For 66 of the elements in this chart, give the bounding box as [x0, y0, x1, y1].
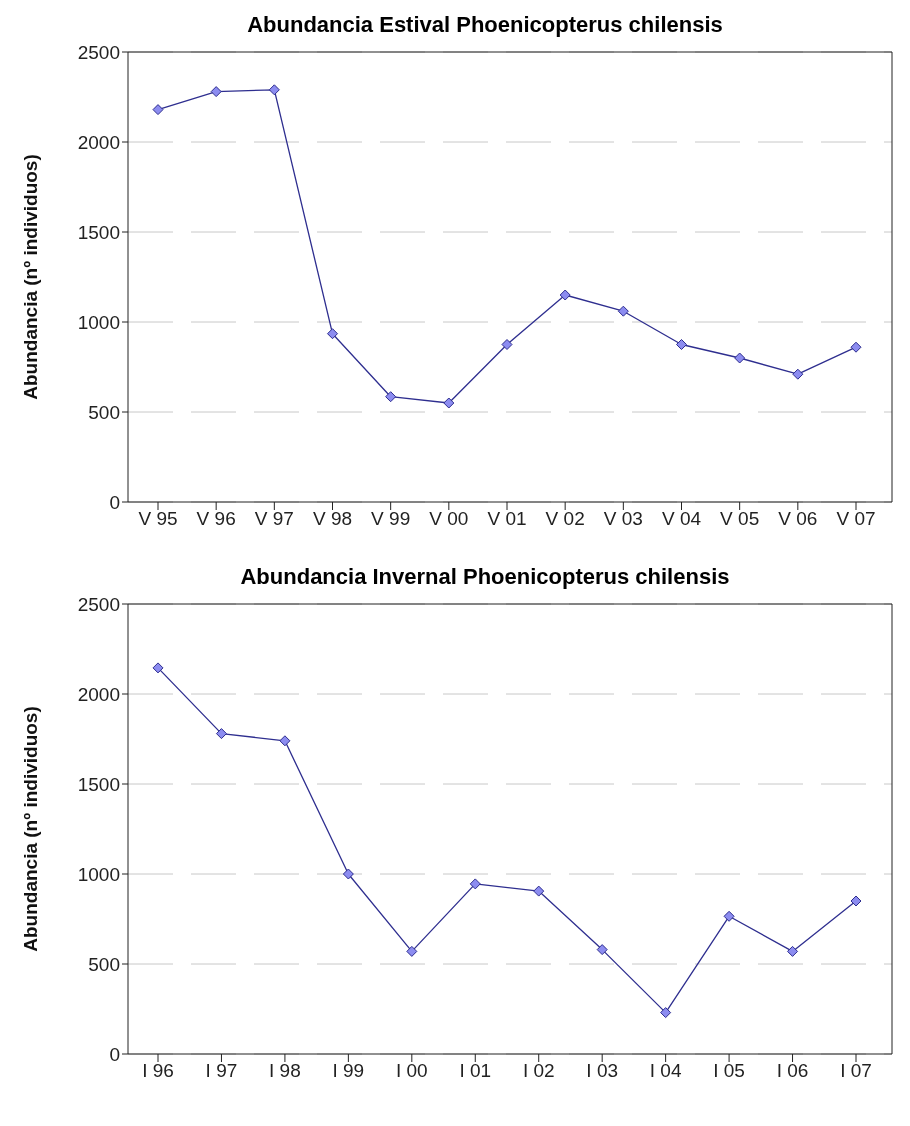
- point: [268, 84, 280, 96]
- x-tick-label: V 96: [196, 508, 236, 530]
- point: [850, 341, 862, 353]
- y-tick-label: 0: [109, 1043, 120, 1065]
- point: [406, 945, 418, 957]
- y-axis-title: Abundancia (nº individuos): [19, 154, 41, 400]
- point: [215, 728, 227, 740]
- y-tick-label: 500: [88, 953, 120, 975]
- x-tick-label: V 99: [371, 508, 411, 530]
- x-tick-label: V 07: [836, 508, 876, 530]
- point: [385, 391, 397, 403]
- point: [734, 352, 746, 364]
- y-tick-label: 2500: [77, 593, 120, 615]
- point: [152, 104, 164, 116]
- point: [533, 885, 545, 897]
- point: [723, 910, 735, 922]
- x-tick-label: V 02: [545, 508, 585, 530]
- y-tick-label: 0: [109, 491, 120, 513]
- point: [443, 397, 455, 409]
- y-tick-label: 1500: [77, 221, 120, 243]
- point: [676, 339, 687, 350]
- x-tick-label: V 03: [603, 508, 643, 530]
- x-tick-label: V 04: [661, 508, 702, 530]
- x-tick-label: I 03: [586, 1060, 619, 1082]
- x-tick-label: V 01: [487, 508, 527, 530]
- point: [469, 878, 481, 890]
- point: [210, 86, 222, 98]
- x-tick-label: I 00: [395, 1060, 428, 1082]
- x-tick-label: I 99: [332, 1060, 365, 1082]
- point: [787, 945, 799, 957]
- y-tick-label: 1000: [77, 311, 120, 333]
- y-axis-title: Abundancia (nº individuos): [19, 706, 41, 952]
- chart-title: Abundancia Estival Phoenicopterus chilensis: [246, 12, 724, 38]
- x-tick-label: I 96: [142, 1060, 174, 1082]
- y-tick-label: 1000: [77, 863, 120, 885]
- chart-title: Abundancia Invernal Phoenicopterus chilensis: [239, 564, 731, 590]
- point: [617, 305, 629, 317]
- point: [559, 289, 571, 301]
- y-tick-label: 2000: [77, 131, 120, 153]
- point: [850, 895, 862, 907]
- x-tick-label: I 01: [459, 1060, 492, 1082]
- point: [660, 1007, 672, 1019]
- point: [327, 328, 338, 340]
- point: [596, 944, 608, 956]
- y-tick-label: 2000: [77, 683, 120, 705]
- x-tick-label: V 95: [138, 508, 178, 530]
- point: [152, 662, 164, 674]
- x-tick-label: I 02: [522, 1060, 555, 1082]
- x-tick-label: I 07: [840, 1060, 872, 1082]
- y-tick-label: 1500: [77, 773, 120, 795]
- point: [501, 339, 513, 350]
- x-tick-label: I 97: [205, 1060, 238, 1082]
- point: [279, 735, 291, 747]
- x-tick-label: I 06: [776, 1060, 809, 1082]
- x-tick-label: V 00: [429, 508, 469, 530]
- x-tick-label: I 05: [713, 1060, 745, 1082]
- x-tick-label: V 97: [254, 508, 294, 530]
- y-tick-label: 500: [88, 401, 120, 423]
- point: [342, 868, 354, 880]
- x-tick-label: V 06: [778, 508, 818, 530]
- point: [792, 368, 804, 380]
- x-tick-label: I 98: [269, 1060, 301, 1082]
- y-tick-label: 2500: [77, 41, 120, 63]
- x-tick-label: I 04: [649, 1060, 682, 1082]
- x-tick-label: V 05: [720, 508, 760, 530]
- x-tick-label: V 98: [312, 508, 353, 530]
